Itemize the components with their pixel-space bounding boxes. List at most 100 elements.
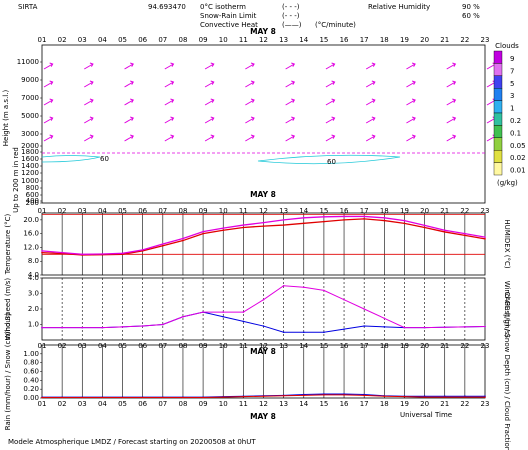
wind-arrow-head [331, 62, 336, 67]
data-point [363, 394, 365, 397]
wind-arrow-head [89, 62, 94, 67]
wind-arrow [245, 81, 255, 88]
wind-arrow [285, 81, 295, 88]
hour-tick-label: 22 [460, 400, 469, 408]
hour-tick-label: 08 [178, 207, 187, 215]
data-point [423, 224, 426, 227]
y-tick-label: 200 [26, 199, 39, 207]
y-tick-label: 0.40 [23, 376, 39, 384]
data-point [242, 226, 245, 229]
wind-arrow [406, 99, 416, 106]
y-sublabel: Up to 200 m in red [12, 147, 20, 213]
wind-arrow-head [411, 80, 416, 85]
wind-arrow-head [89, 116, 94, 121]
data-point [302, 286, 305, 289]
data-point [423, 226, 426, 229]
hour-tick-label: 05 [118, 400, 127, 408]
hour-tick-label: 12 [259, 400, 268, 408]
rh-contour-label: 60 [327, 158, 336, 166]
data-point [484, 236, 486, 238]
wind-arrow [245, 63, 255, 70]
wind-arrow [164, 81, 174, 88]
legend-symbol: (——) [282, 21, 302, 29]
data-point [383, 219, 386, 222]
wind-arrow [365, 81, 376, 88]
hour-tick-label: 02 [58, 207, 67, 215]
wind-arrow-head [250, 80, 255, 85]
wind-arrow-head [291, 98, 296, 103]
wind-arrow [406, 135, 416, 142]
data-point [302, 394, 305, 397]
data-point [323, 394, 325, 396]
colorbar-swatch [493, 137, 503, 151]
data-point [403, 219, 406, 222]
legend-label: Snow-Rain Limit [200, 12, 257, 20]
wind-arrow-head [331, 98, 336, 103]
date-label: MAY 8 [250, 190, 276, 199]
wind-arrow [164, 135, 174, 142]
wind-arrow-head [170, 62, 175, 67]
wind-arrow-head [170, 98, 175, 103]
data-point [61, 396, 63, 399]
hour-tick-label: 04 [98, 207, 107, 215]
wind-arrow-head [49, 98, 54, 103]
hour-tick-label: 11 [239, 36, 248, 44]
data-point [464, 326, 466, 328]
wind-arrow [285, 63, 295, 70]
colorbar-swatch [493, 125, 503, 139]
wind-arrow [446, 99, 456, 106]
data-point [363, 215, 365, 218]
hour-tick-label: 16 [340, 400, 349, 408]
y-tick-label: 600 [26, 191, 39, 199]
hour-tick-label: 13 [279, 36, 288, 44]
hour-tick-label: 18 [380, 36, 389, 44]
rh-contour [257, 154, 401, 165]
wind-arrow [285, 99, 295, 106]
wind-arrow-head [371, 80, 376, 85]
data-point [101, 326, 104, 329]
hour-tick-label: 08 [178, 400, 187, 408]
wind-arrow-head [250, 134, 255, 139]
wind-arrow-head [49, 62, 54, 67]
data-point [41, 250, 43, 252]
colorbar-swatch [493, 149, 503, 163]
data-point [363, 325, 365, 327]
y-tick-label: 3000 [21, 130, 39, 138]
wind-arrow-head [371, 98, 376, 103]
colorbar-swatch [493, 63, 503, 77]
y-tick-label: 11000 [17, 58, 39, 66]
y-tick-label: 1.0 [28, 321, 39, 329]
hour-tick-label: 03 [78, 36, 87, 44]
hour-tick-label: 14 [299, 207, 308, 215]
wind-arrow-head [170, 134, 175, 139]
y-tick-label: 800 [26, 184, 39, 192]
data-point [162, 244, 164, 247]
data-point [302, 331, 305, 334]
data-point [262, 325, 265, 327]
data-point [282, 284, 285, 287]
data-point [81, 253, 84, 256]
data-point [323, 331, 325, 334]
data-point [101, 253, 104, 255]
wind-arrow-head [210, 98, 215, 103]
data-point [443, 326, 446, 329]
legend-unit: (°C/minute) [315, 21, 356, 29]
wind-arrow-head [291, 80, 296, 85]
wind-arrow-head [210, 62, 215, 67]
data-point [363, 218, 365, 220]
date-label: MAY 8 [250, 27, 276, 36]
wind-arrow-head [250, 116, 255, 121]
x-axis-caption: Universal Time [400, 411, 452, 419]
hour-tick-label: 21 [440, 207, 449, 215]
data-point [423, 396, 426, 398]
data-point [403, 326, 406, 329]
data-point [41, 396, 43, 399]
wind-arrow [204, 81, 215, 88]
data-point [61, 326, 63, 329]
hour-tick-label: 04 [98, 400, 107, 408]
data-point [343, 328, 345, 330]
rh-contour [41, 155, 101, 163]
data-point [383, 217, 386, 219]
wind-arrow-head [452, 116, 457, 121]
